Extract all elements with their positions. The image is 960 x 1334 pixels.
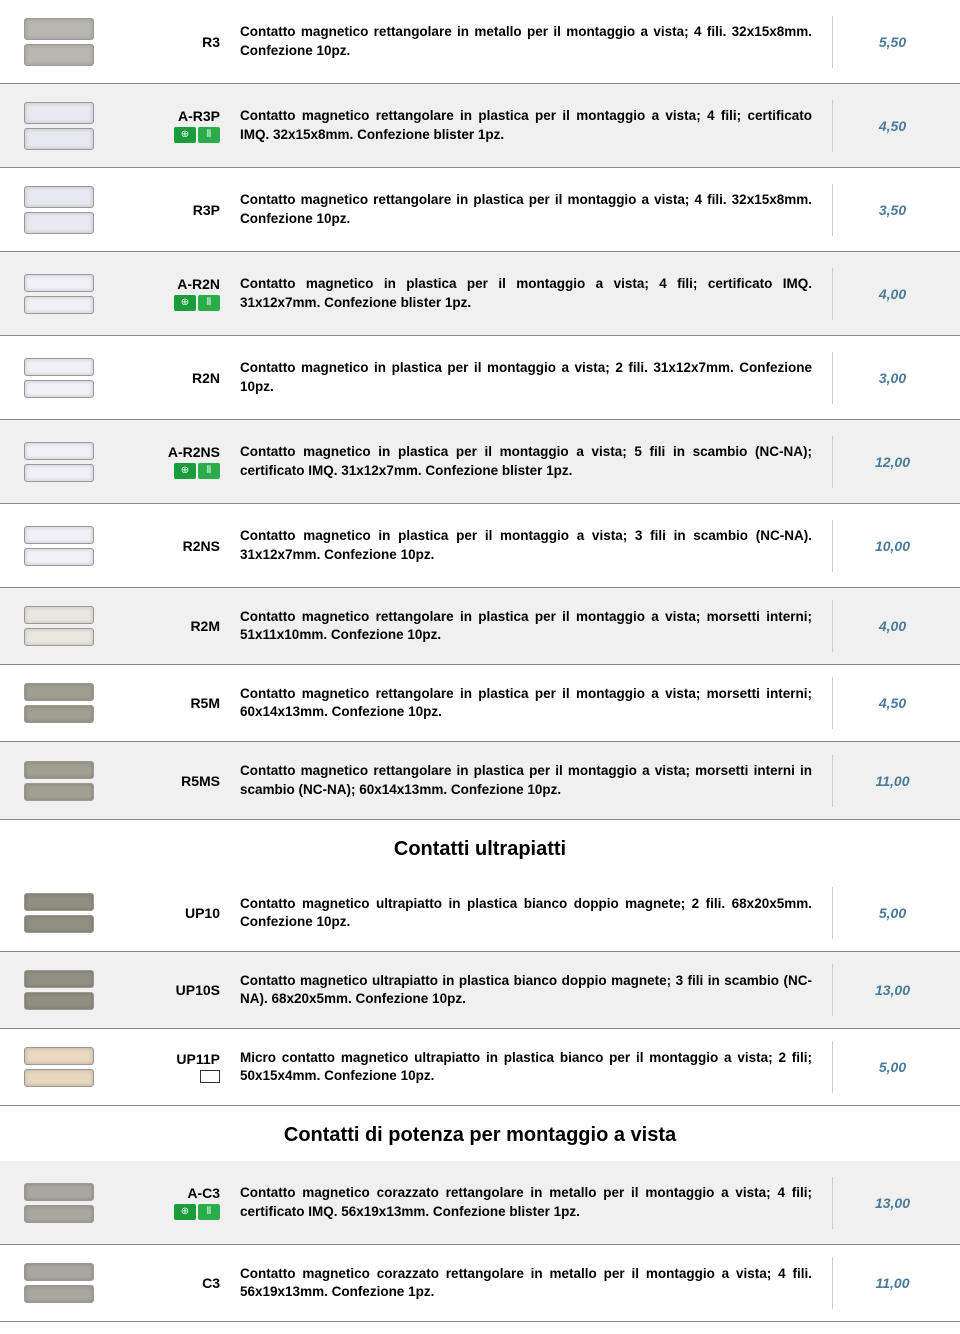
product-code-cell: R2NS: [118, 538, 230, 554]
product-description: Contatto magnetico ultrapiatto in plasti…: [230, 891, 832, 935]
product-row: UP10 Contatto magnetico ultrapiatto in pl…: [0, 875, 960, 952]
product-price: 13,00: [832, 964, 952, 1016]
product-row: R2NS Contatto magnetico in plastica per i…: [0, 504, 960, 588]
product-description: Contatto magnetico in plastica per il mo…: [230, 523, 832, 567]
product-code: A-R3P: [178, 108, 220, 124]
product-code: R2NS: [183, 538, 220, 554]
product-row: A-R2NS ⊕⦀ Contatto magnetico in plastica p…: [0, 420, 960, 504]
product-thumbnail: [0, 180, 118, 240]
product-row: R5MS Contatto magnetico rettangolare in p…: [0, 742, 960, 820]
product-thumbnail: [0, 96, 118, 156]
product-row: R2N Contatto magnetico in plastica per il…: [0, 336, 960, 420]
product-code: R3: [202, 34, 220, 50]
certification-badge-icon: ⊕⦀: [174, 1204, 220, 1220]
product-row: UP10S Contatto magnetico ultrapiatto in p…: [0, 952, 960, 1029]
product-code-cell: A-R3P ⊕⦀: [118, 108, 230, 143]
product-price: 3,00: [832, 352, 952, 404]
product-code: R2N: [192, 370, 220, 386]
product-price: 3,50: [832, 184, 952, 236]
product-code: R5MS: [181, 773, 220, 789]
product-row: A-R3P ⊕⦀ Contatto magnetico rettangolare i…: [0, 84, 960, 168]
product-code: A-R2N: [177, 276, 220, 292]
product-thumbnail: [0, 1037, 118, 1097]
product-code-cell: C3: [118, 1275, 230, 1291]
product-thumbnail: [0, 596, 118, 656]
product-code: A-C3: [187, 1185, 220, 1201]
certification-badge-icon: ⊕⦀: [174, 295, 220, 311]
product-description: Contatto magnetico rettangolare in plast…: [230, 604, 832, 648]
product-code-cell: UP11P: [118, 1051, 230, 1083]
product-price: 5,50: [832, 16, 952, 68]
product-thumbnail: [0, 751, 118, 811]
product-code-cell: A-C3 ⊕⦀: [118, 1185, 230, 1220]
product-code: UP11P: [176, 1051, 220, 1067]
product-code-cell: R2M: [118, 618, 230, 634]
product-price: 4,50: [832, 100, 952, 152]
product-code-cell: A-R2N ⊕⦀: [118, 276, 230, 311]
product-description: Contatto magnetico corazzato rettangolar…: [230, 1180, 832, 1224]
product-price: 5,00: [832, 1041, 952, 1093]
product-price: 11,00: [832, 755, 952, 807]
product-code: C3: [202, 1275, 220, 1291]
product-thumbnail: [0, 883, 118, 943]
product-code-cell: A-R2NS ⊕⦀: [118, 444, 230, 479]
section-title: Contatti ultrapiatti: [0, 820, 960, 875]
product-thumbnail: [0, 12, 118, 72]
product-catalog-table: R3 Contatto magnetico rettangolare in met…: [0, 0, 960, 1322]
product-code-cell: UP10S: [118, 982, 230, 998]
product-code: R5M: [190, 695, 220, 711]
product-price: 12,00: [832, 436, 952, 488]
product-description: Contatto magnetico rettangolare in metal…: [230, 19, 832, 63]
product-price: 10,00: [832, 520, 952, 572]
product-row: C3 Contatto magnetico corazzato rettangol…: [0, 1245, 960, 1322]
product-description: Contatto magnetico rettangolare in plast…: [230, 681, 832, 725]
product-description: Contatto magnetico in plastica per il mo…: [230, 439, 832, 483]
product-description: Contatto magnetico in plastica per il mo…: [230, 271, 832, 315]
product-price: 11,00: [832, 1257, 952, 1309]
section-title: Contatti di potenza per montaggio a vist…: [0, 1106, 960, 1161]
product-row: R3P Contatto magnetico rettangolare in pl…: [0, 168, 960, 252]
product-description: Contatto magnetico ultrapiatto in plasti…: [230, 968, 832, 1012]
product-code-cell: R5M: [118, 695, 230, 711]
product-price: 4,00: [832, 268, 952, 320]
small-box-icon: [200, 1070, 220, 1083]
product-description: Contatto magnetico rettangolare in plast…: [230, 103, 832, 147]
product-code: UP10S: [176, 982, 220, 998]
product-row: R3 Contatto magnetico rettangolare in met…: [0, 0, 960, 84]
product-row: UP11P Micro contatto magnetico ultrapiatt…: [0, 1029, 960, 1106]
product-thumbnail: [0, 1173, 118, 1233]
product-description: Contatto magnetico rettangolare in plast…: [230, 758, 832, 802]
product-row: A-R2N ⊕⦀ Contatto magnetico in plastica pe…: [0, 252, 960, 336]
product-description: Micro contatto magnetico ultrapiatto in …: [230, 1045, 832, 1089]
product-row: R5M Contatto magnetico rettangolare in pl…: [0, 665, 960, 742]
product-code-cell: R5MS: [118, 773, 230, 789]
product-row: A-C3 ⊕⦀ Contatto magnetico corazzato retta…: [0, 1161, 960, 1245]
certification-badge-icon: ⊕⦀: [174, 127, 220, 143]
product-thumbnail: [0, 432, 118, 492]
product-thumbnail: [0, 960, 118, 1020]
product-thumbnail: [0, 673, 118, 733]
product-code-cell: UP10: [118, 905, 230, 921]
certification-badge-icon: ⊕⦀: [174, 463, 220, 479]
product-code: R3P: [193, 202, 220, 218]
product-code: R2M: [190, 618, 220, 634]
product-code-cell: R2N: [118, 370, 230, 386]
product-thumbnail: [0, 264, 118, 324]
product-thumbnail: [0, 516, 118, 576]
product-code-cell: R3: [118, 34, 230, 50]
product-thumbnail: [0, 348, 118, 408]
product-row: R2M Contatto magnetico rettangolare in pl…: [0, 588, 960, 665]
product-code: UP10: [185, 905, 220, 921]
product-description: Contatto magnetico in plastica per il mo…: [230, 355, 832, 399]
product-price: 13,00: [832, 1177, 952, 1229]
product-code: A-R2NS: [168, 444, 220, 460]
product-code-cell: R3P: [118, 202, 230, 218]
product-description: Contatto magnetico rettangolare in plast…: [230, 187, 832, 231]
product-price: 4,00: [832, 600, 952, 652]
product-price: 5,00: [832, 887, 952, 939]
product-price: 4,50: [832, 677, 952, 729]
product-thumbnail: [0, 1253, 118, 1313]
product-description: Contatto magnetico corazzato rettangolar…: [230, 1261, 832, 1305]
